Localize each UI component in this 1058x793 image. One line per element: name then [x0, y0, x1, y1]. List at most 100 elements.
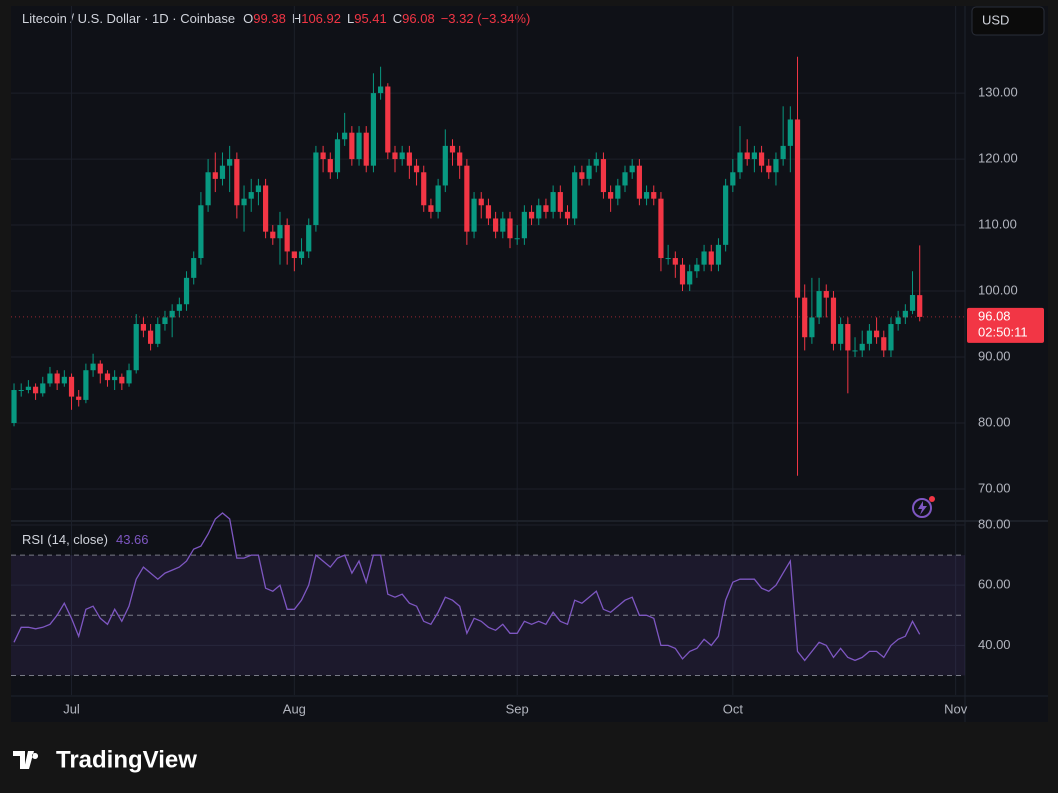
low-value: 95.41	[354, 11, 387, 26]
candle-body	[917, 295, 923, 317]
candle-body	[521, 211, 527, 239]
candle-body	[169, 310, 175, 318]
candle-body	[794, 119, 801, 298]
candle-body	[593, 159, 599, 166]
candle-body	[845, 324, 851, 351]
candle-body	[701, 251, 707, 265]
y-tick-label: 80.00	[978, 414, 1011, 429]
candle-body	[859, 343, 865, 351]
candle-body	[356, 132, 362, 160]
candle-body	[485, 205, 492, 219]
candle-body	[651, 192, 657, 199]
candle-body	[76, 396, 82, 400]
currency[interactable]: USD	[982, 12, 1009, 27]
header: Litecoin / U.S. Dollar · 1D · Coinbase O 9…	[22, 11, 530, 26]
y-tick-label: 110.00	[978, 216, 1017, 231]
candle-body	[406, 152, 412, 166]
candle-body	[758, 152, 765, 166]
y-tick-label: 100.00	[978, 282, 1018, 297]
candle-body	[413, 165, 420, 173]
candle-body	[241, 198, 247, 206]
candle-body	[550, 192, 556, 212]
candle-body	[766, 165, 772, 173]
candle-body	[687, 271, 693, 285]
candle-body	[572, 172, 578, 219]
candle-body	[219, 165, 226, 179]
candle-body	[370, 93, 377, 166]
candle-body	[392, 152, 398, 160]
alert-icon[interactable]	[912, 496, 935, 518]
candle-body	[464, 165, 470, 232]
candle-body	[349, 132, 355, 160]
alert-ring[interactable]	[912, 498, 932, 518]
candle-body	[787, 119, 793, 146]
rsi-line	[13, 512, 921, 662]
candle-body	[586, 165, 592, 179]
x-tick-label: Oct	[723, 701, 744, 716]
candle-body	[564, 211, 571, 219]
alert-dot[interactable]	[929, 496, 935, 502]
candle-body	[90, 363, 96, 371]
candle-body	[25, 386, 31, 391]
symbol-title: Litecoin / U.S. Dollar · 1D · Coinbase	[22, 11, 235, 26]
candle-body	[773, 159, 779, 173]
candle-body	[234, 159, 240, 206]
candle-body	[378, 86, 384, 94]
candle-body	[636, 165, 642, 199]
candle-body	[97, 363, 103, 374]
candle-body	[658, 198, 664, 259]
logo: TradingView	[13, 746, 197, 773]
high-label: H	[292, 11, 301, 26]
candle-body	[119, 376, 125, 384]
candle-body	[155, 324, 161, 344]
candle-body	[428, 205, 434, 212]
last-price-box	[967, 307, 1044, 343]
candle-body	[270, 231, 276, 239]
candle-body	[557, 192, 563, 212]
candle-body	[334, 139, 341, 173]
alert-bolt[interactable]	[918, 501, 927, 515]
candle-body	[449, 145, 456, 153]
candle-body	[895, 317, 901, 325]
y-tick-label: 130.00	[978, 85, 1018, 100]
close-value: 96.08	[402, 11, 435, 26]
y-tick-label: 70.00	[978, 480, 1011, 495]
candle-body	[478, 198, 484, 206]
candle-body	[227, 159, 233, 166]
candle-body	[183, 277, 190, 305]
candle-body	[277, 225, 283, 239]
logo-mark	[13, 751, 39, 769]
candle-body	[47, 373, 53, 384]
countdown: 02:50:11	[978, 324, 1028, 339]
candle-body	[212, 172, 218, 179]
chart-panel	[11, 6, 1048, 722]
high-value: 106.92	[301, 11, 341, 26]
candle-body	[708, 251, 714, 265]
candle-body	[140, 324, 147, 331]
candle-body	[873, 330, 880, 338]
candle-body	[191, 258, 197, 278]
candle-body	[248, 192, 254, 199]
candle-body	[205, 172, 211, 206]
candle-body	[608, 192, 614, 199]
candle-body	[679, 264, 686, 285]
candle-body	[40, 383, 46, 394]
currency-button[interactable]	[971, 6, 1045, 36]
candle-body	[68, 376, 75, 397]
open-label: O	[243, 11, 253, 26]
x-tick-label: Jul	[63, 701, 80, 716]
candle-body	[54, 373, 60, 384]
x-tick-label: Aug	[283, 701, 306, 716]
x-tick-label: Sep	[506, 701, 529, 716]
candle-body	[694, 264, 700, 272]
candle-body	[162, 317, 168, 325]
candle-body	[342, 132, 348, 140]
candle-body	[507, 218, 513, 239]
candle-body	[104, 373, 111, 381]
candle-body	[471, 198, 477, 232]
candle-body	[493, 218, 499, 232]
low-label: L	[347, 11, 354, 26]
candle-body	[802, 297, 808, 338]
candle-body	[536, 205, 542, 219]
candle-body	[528, 211, 535, 219]
